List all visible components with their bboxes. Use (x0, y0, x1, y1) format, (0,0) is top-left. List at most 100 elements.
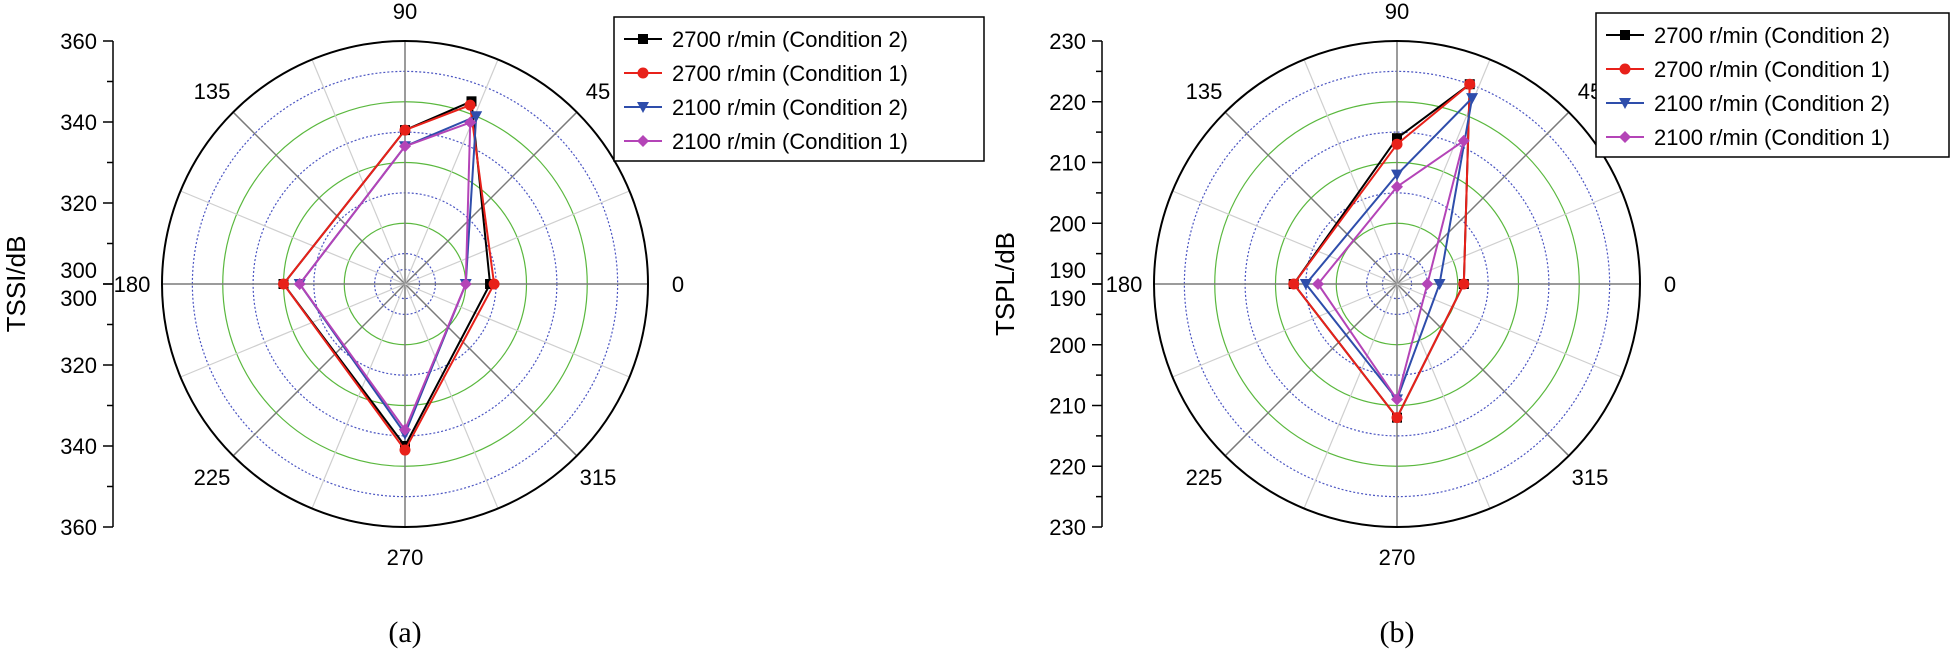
angle-tick-label: 225 (1186, 465, 1223, 490)
data-point-triangle (470, 111, 483, 123)
grid-spoke (180, 190, 406, 285)
grid-spoke (1224, 283, 1398, 457)
angle-tick-label: 180 (1106, 272, 1143, 297)
data-point-circle (488, 278, 500, 290)
series-line (1292, 82, 1471, 420)
data-point-triangle (1466, 93, 1479, 105)
polar-outer-circle (1153, 40, 1641, 528)
data-point-circle (637, 67, 649, 79)
series-line (1292, 82, 1471, 420)
radial-axis-title: TSPL/dB (990, 232, 1020, 336)
angle-tick-label: 45 (586, 79, 610, 104)
radial-tick-label: 200 (1049, 211, 1086, 236)
data-point-circle (1288, 278, 1300, 290)
legend-entry: 2100 r/min (Condition 1) (672, 129, 908, 154)
radial-tick-label: 360 (60, 515, 97, 540)
angle-tick-label: 315 (1572, 465, 1609, 490)
data-point-triangle (637, 102, 649, 113)
legend-box (1595, 12, 1950, 158)
radial-axis-title: TSSI/dB (1, 236, 31, 333)
radial-tick-label: 190 (1049, 258, 1086, 283)
radial-tick-label: 200 (1049, 333, 1086, 358)
legend-entry: 2700 r/min (Condition 2) (1654, 23, 1890, 48)
radial-tick-label: 230 (1049, 515, 1086, 540)
data-point-circle (1391, 138, 1403, 150)
polar-outer-circle (161, 40, 649, 528)
grid-spoke (311, 59, 406, 285)
data-point-square (1620, 30, 1630, 40)
data-point-circle (1458, 278, 1470, 290)
data-point-triangle (1391, 169, 1403, 181)
data-point-diamond (1312, 278, 1325, 290)
panel-caption: (b) (1380, 616, 1415, 649)
angle-tick-label: 135 (194, 79, 231, 104)
grid-spoke (404, 283, 578, 457)
data-point-circle (399, 124, 411, 136)
legend-box (613, 16, 985, 162)
panel-caption: (a) (388, 616, 421, 649)
angle-tick-label: 180 (114, 272, 151, 297)
data-point-triangle (1619, 98, 1631, 109)
grid-spoke (1396, 283, 1570, 457)
legend: 2700 r/min (Condition 2) 2700 r/min (Cond… (613, 16, 985, 162)
radial-tick-label: 220 (1049, 454, 1086, 479)
grid-spoke (1172, 190, 1398, 285)
grid-spoke (1396, 283, 1491, 509)
data-point-circle (464, 99, 476, 111)
legend-entry: 2700 r/min (Condition 1) (1654, 57, 1890, 82)
data-point-diamond (1391, 180, 1403, 193)
grid-spoke (232, 111, 406, 285)
data-point-circle (1619, 63, 1631, 75)
radial-tick-label: 210 (1049, 151, 1086, 176)
radial-tick-label: 300 (60, 258, 97, 283)
angle-tick-label: 90 (1385, 0, 1409, 24)
radial-tick-label: 230 (1049, 29, 1086, 54)
grid-spoke (311, 283, 406, 509)
grid-spoke (404, 59, 499, 285)
grid-spoke (404, 190, 630, 285)
grid-spoke (1396, 111, 1570, 285)
data-point-circle (278, 278, 289, 290)
legend-entry: 2100 r/min (Condition 2) (1654, 91, 1890, 116)
data-point-square (638, 34, 648, 44)
grid-spoke (1396, 190, 1622, 285)
radial-tick-label: 190 (1049, 286, 1086, 311)
radial-tick-label: 360 (60, 29, 97, 54)
grid-spoke (404, 111, 578, 285)
grid-spoke (1396, 283, 1622, 378)
radial-tick-label: 340 (60, 434, 97, 459)
grid-spoke (180, 283, 406, 378)
legend-entry: 2700 r/min (Condition 2) (672, 27, 908, 52)
data-point-diamond (1421, 278, 1434, 290)
radial-tick-label: 320 (60, 353, 97, 378)
data-point-diamond (637, 135, 649, 147)
series-line (1304, 95, 1474, 402)
data-point-diamond (1391, 393, 1403, 406)
grid-spoke (232, 283, 406, 457)
data-point-diamond (459, 278, 472, 290)
radial-tick-label: 340 (60, 110, 97, 135)
angle-tick-label: 270 (1379, 545, 1416, 570)
angle-tick-label: 0 (672, 272, 684, 297)
data-point-triangle (1299, 279, 1312, 290)
series-line (1316, 138, 1466, 402)
radial-tick-label: 220 (1049, 90, 1086, 115)
data-point-triangle (1433, 279, 1446, 290)
grid-spoke (404, 283, 499, 509)
data-point-square (1392, 133, 1402, 144)
radial-tick-label: 300 (60, 286, 97, 311)
legend: 2700 r/min (Condition 2) 2700 r/min (Cond… (1595, 12, 1950, 158)
angle-tick-label: 225 (194, 465, 231, 490)
angle-tick-label: 315 (580, 465, 617, 490)
data-point-diamond (1457, 134, 1470, 147)
polar-chart-a: 0 45 90 135 180 225 270 315 300 320 340 360 300 320 34… (1, 0, 985, 649)
grid-spoke (1303, 283, 1398, 509)
angle-tick-label: 135 (1186, 79, 1223, 104)
data-point-circle (1464, 78, 1476, 90)
data-point-diamond (1619, 131, 1631, 143)
data-point-diamond (399, 140, 411, 153)
data-point-diamond (293, 278, 306, 290)
legend-entry: 2100 r/min (Condition 1) (1654, 125, 1890, 150)
angle-tick-label: 0 (1664, 272, 1676, 297)
grid-spoke (1224, 111, 1398, 285)
